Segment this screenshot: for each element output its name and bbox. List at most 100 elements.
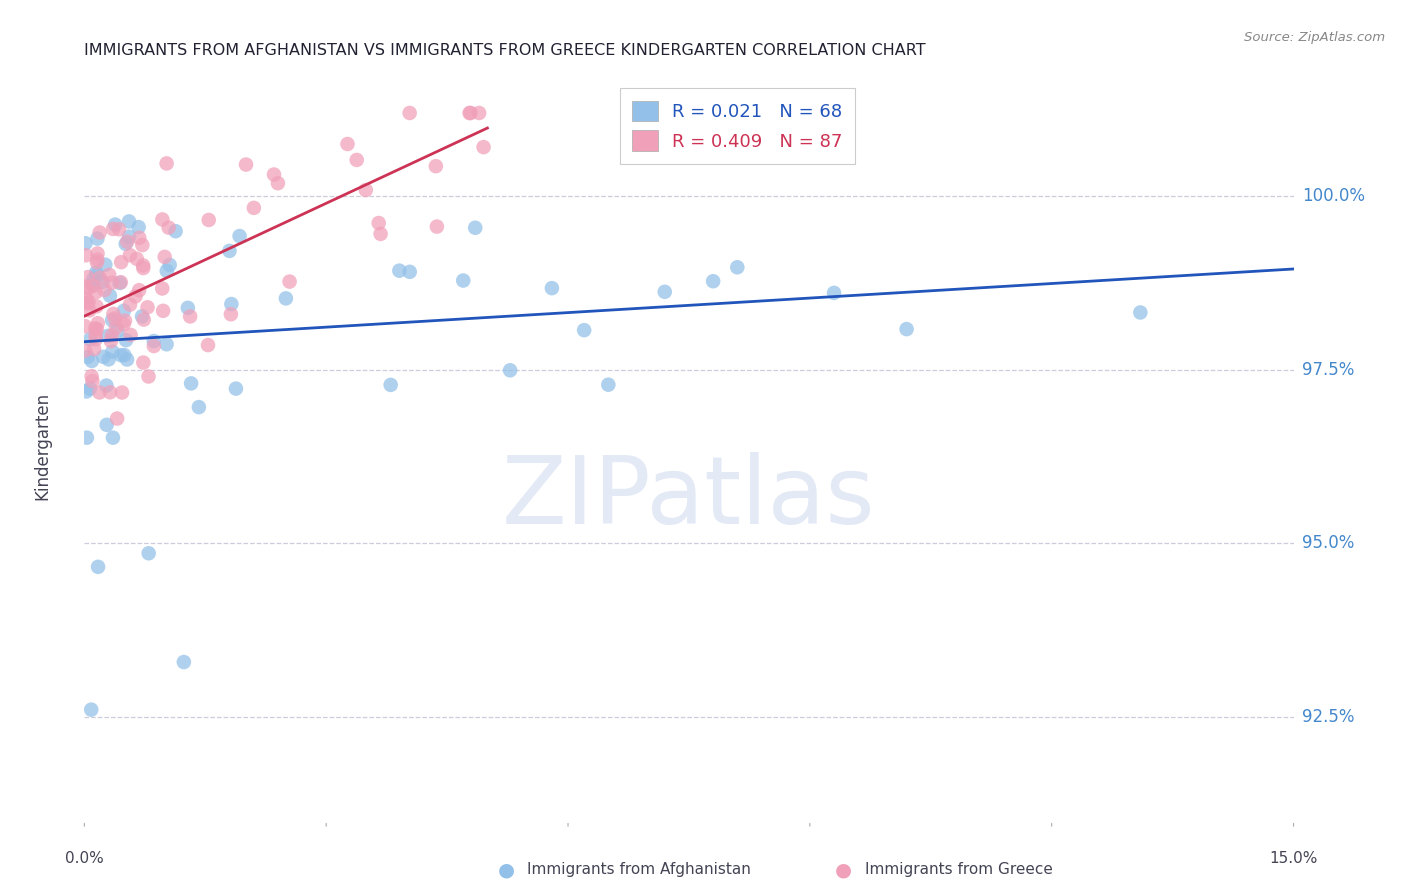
Point [82, 277, 104, 292]
Point [89, 270, 111, 285]
Point [131, 238, 153, 252]
Point [572, 323, 595, 337]
Point [84, 332, 107, 346]
Point [128, 220, 150, 235]
Point [76, 270, 98, 285]
Point [274, 291, 297, 305]
Point [86, 268, 108, 282]
Point [218, 244, 240, 258]
Point [132, 312, 155, 326]
Point [110, 275, 132, 289]
Text: 15.0%: 15.0% [1270, 851, 1317, 866]
Point [86, 255, 108, 269]
Point [541, 281, 564, 295]
Point [425, 159, 447, 173]
Point [112, 348, 135, 362]
Point [110, 255, 132, 269]
Point [598, 377, 620, 392]
Point [76, 350, 98, 364]
Point [101, 313, 124, 327]
Text: 100.0%: 100.0% [1302, 187, 1365, 205]
Point [451, 273, 474, 287]
Point [82, 272, 104, 286]
Point [138, 546, 160, 560]
Text: 95.0%: 95.0% [1302, 534, 1354, 552]
Point [370, 227, 392, 241]
Point [235, 157, 257, 171]
Point [79, 382, 101, 396]
Text: Kindergarten: Kindergarten [32, 392, 51, 500]
Point [150, 281, 173, 295]
Point [76, 296, 98, 310]
Point [654, 285, 676, 299]
Point [87, 316, 110, 330]
Point [398, 265, 420, 279]
Point [132, 355, 155, 369]
Text: ●: ● [835, 860, 852, 880]
Point [132, 261, 155, 276]
Point [380, 377, 402, 392]
Point [110, 348, 132, 362]
Point [84, 321, 107, 335]
Point [472, 140, 495, 154]
Point [124, 289, 146, 303]
Point [82, 374, 104, 388]
Point [118, 248, 141, 262]
Point [75, 279, 97, 293]
Point [91, 350, 114, 364]
Point [221, 297, 243, 311]
Point [125, 252, 148, 266]
Point [228, 229, 250, 244]
Point [84, 327, 107, 342]
Point [367, 216, 389, 230]
Point [156, 156, 179, 170]
Point [75, 236, 97, 251]
Point [118, 229, 141, 244]
Point [84, 285, 107, 300]
Point [197, 338, 219, 352]
Text: Source: ZipAtlas.com: Source: ZipAtlas.com [1244, 31, 1385, 45]
Point [468, 106, 491, 120]
Point [77, 295, 100, 310]
Point [458, 106, 481, 120]
Point [83, 342, 105, 356]
Point [243, 201, 266, 215]
Point [155, 337, 177, 351]
Point [101, 328, 124, 343]
Point [75, 248, 97, 262]
Point [187, 400, 209, 414]
Legend: R = 0.021   N = 68, R = 0.409   N = 87: R = 0.021 N = 68, R = 0.409 N = 87 [620, 88, 855, 164]
Point [91, 275, 114, 289]
Point [398, 106, 420, 120]
Point [896, 322, 918, 336]
Point [76, 282, 98, 296]
Point [115, 235, 138, 249]
Point [101, 222, 124, 236]
Point [150, 212, 173, 227]
Point [75, 343, 97, 358]
Point [101, 344, 124, 359]
Point [112, 317, 135, 331]
Point [118, 298, 141, 312]
Point [101, 431, 124, 445]
Point [157, 220, 180, 235]
Text: IMMIGRANTS FROM AFGHANISTAN VS IMMIGRANTS FROM GREECE KINDERGARTEN CORRELATION C: IMMIGRANTS FROM AFGHANISTAN VS IMMIGRANT… [84, 43, 927, 58]
Point [346, 153, 368, 167]
Point [197, 213, 219, 227]
Point [104, 218, 127, 232]
Point [152, 303, 174, 318]
Point [112, 304, 135, 318]
Point [725, 260, 748, 275]
Point [177, 301, 200, 315]
Point [98, 268, 121, 282]
Point [180, 376, 202, 391]
Point [388, 263, 411, 277]
Point [354, 183, 377, 197]
Point [84, 265, 107, 279]
Point [131, 310, 153, 324]
Point [426, 219, 449, 234]
Point [98, 288, 121, 302]
Point [142, 334, 165, 348]
Text: Immigrants from Afghanistan: Immigrants from Afghanistan [527, 863, 751, 877]
Point [76, 431, 98, 445]
